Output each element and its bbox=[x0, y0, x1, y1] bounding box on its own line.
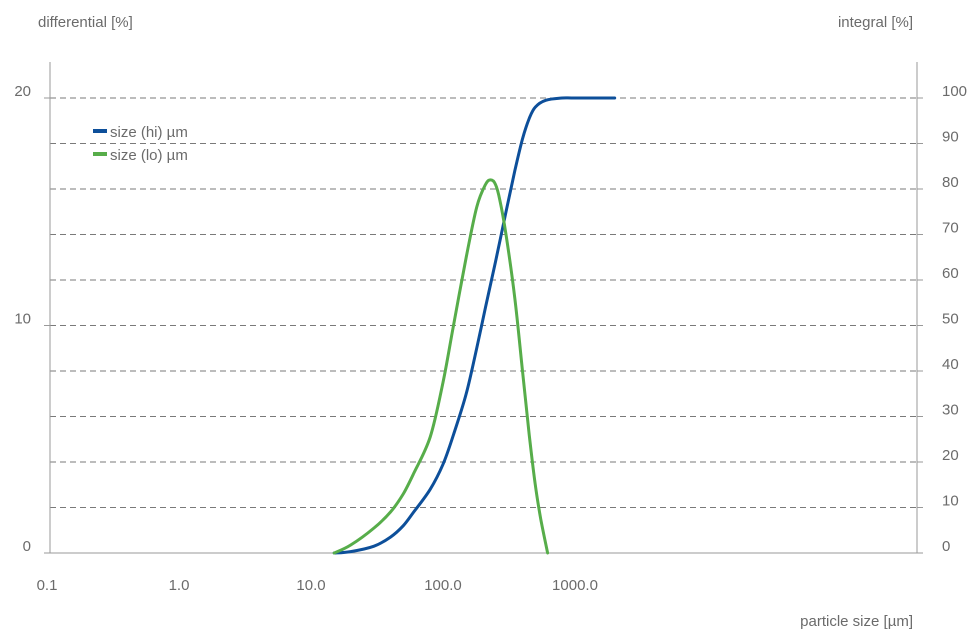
legend-label-hi: size (hi) µm bbox=[110, 124, 188, 141]
left-tick-label-1: 10 bbox=[14, 311, 31, 328]
right-tick-label-4: 40 bbox=[942, 356, 959, 373]
right-tick-label-9: 90 bbox=[942, 129, 959, 146]
series bbox=[332, 96, 617, 555]
axes bbox=[44, 62, 923, 554]
legend-swatch-lo bbox=[93, 152, 107, 156]
right-tick-label-5: 50 bbox=[942, 311, 959, 328]
right-tick-label-0: 0 bbox=[942, 538, 950, 555]
legend: size (hi) µm size (lo) µm bbox=[93, 124, 188, 164]
x-tick-label-3: 100.0 bbox=[424, 577, 462, 594]
x-tick-label-2: 10.0 bbox=[296, 577, 325, 594]
right-tick-label-2: 20 bbox=[942, 447, 959, 464]
right-tick-label-6: 60 bbox=[942, 265, 959, 282]
x-axis-title: particle size [µm] bbox=[800, 613, 913, 630]
x-tick-label-4: 1000.0 bbox=[552, 577, 598, 594]
left-tick-label-2: 20 bbox=[14, 83, 31, 100]
right-tick-label-1: 10 bbox=[942, 493, 959, 510]
legend-label-lo: size (lo) µm bbox=[110, 147, 188, 164]
tick-labels: 0.1 1.0 10.0 100.0 1000.0 0 10 20 0 10 20 30 40 50 60 7… bbox=[14, 83, 967, 594]
left-tick-label-0: 0 bbox=[23, 538, 31, 555]
x-tick-label-1: 1.0 bbox=[169, 577, 190, 594]
series-line-size-hi bbox=[332, 96, 617, 555]
grid bbox=[50, 97, 917, 508]
right-axis-title: integral [%] bbox=[838, 14, 913, 31]
right-tick-label-8: 80 bbox=[942, 174, 959, 191]
left-axis-title: differential [%] bbox=[38, 14, 133, 31]
x-tick-label-0: 0.1 bbox=[37, 577, 58, 594]
series-line-size-lo bbox=[332, 178, 550, 555]
legend-swatch-hi bbox=[93, 129, 107, 133]
right-tick-label-3: 30 bbox=[942, 402, 959, 419]
right-tick-label-10: 100 bbox=[942, 83, 967, 100]
right-tick-label-7: 70 bbox=[942, 220, 959, 237]
